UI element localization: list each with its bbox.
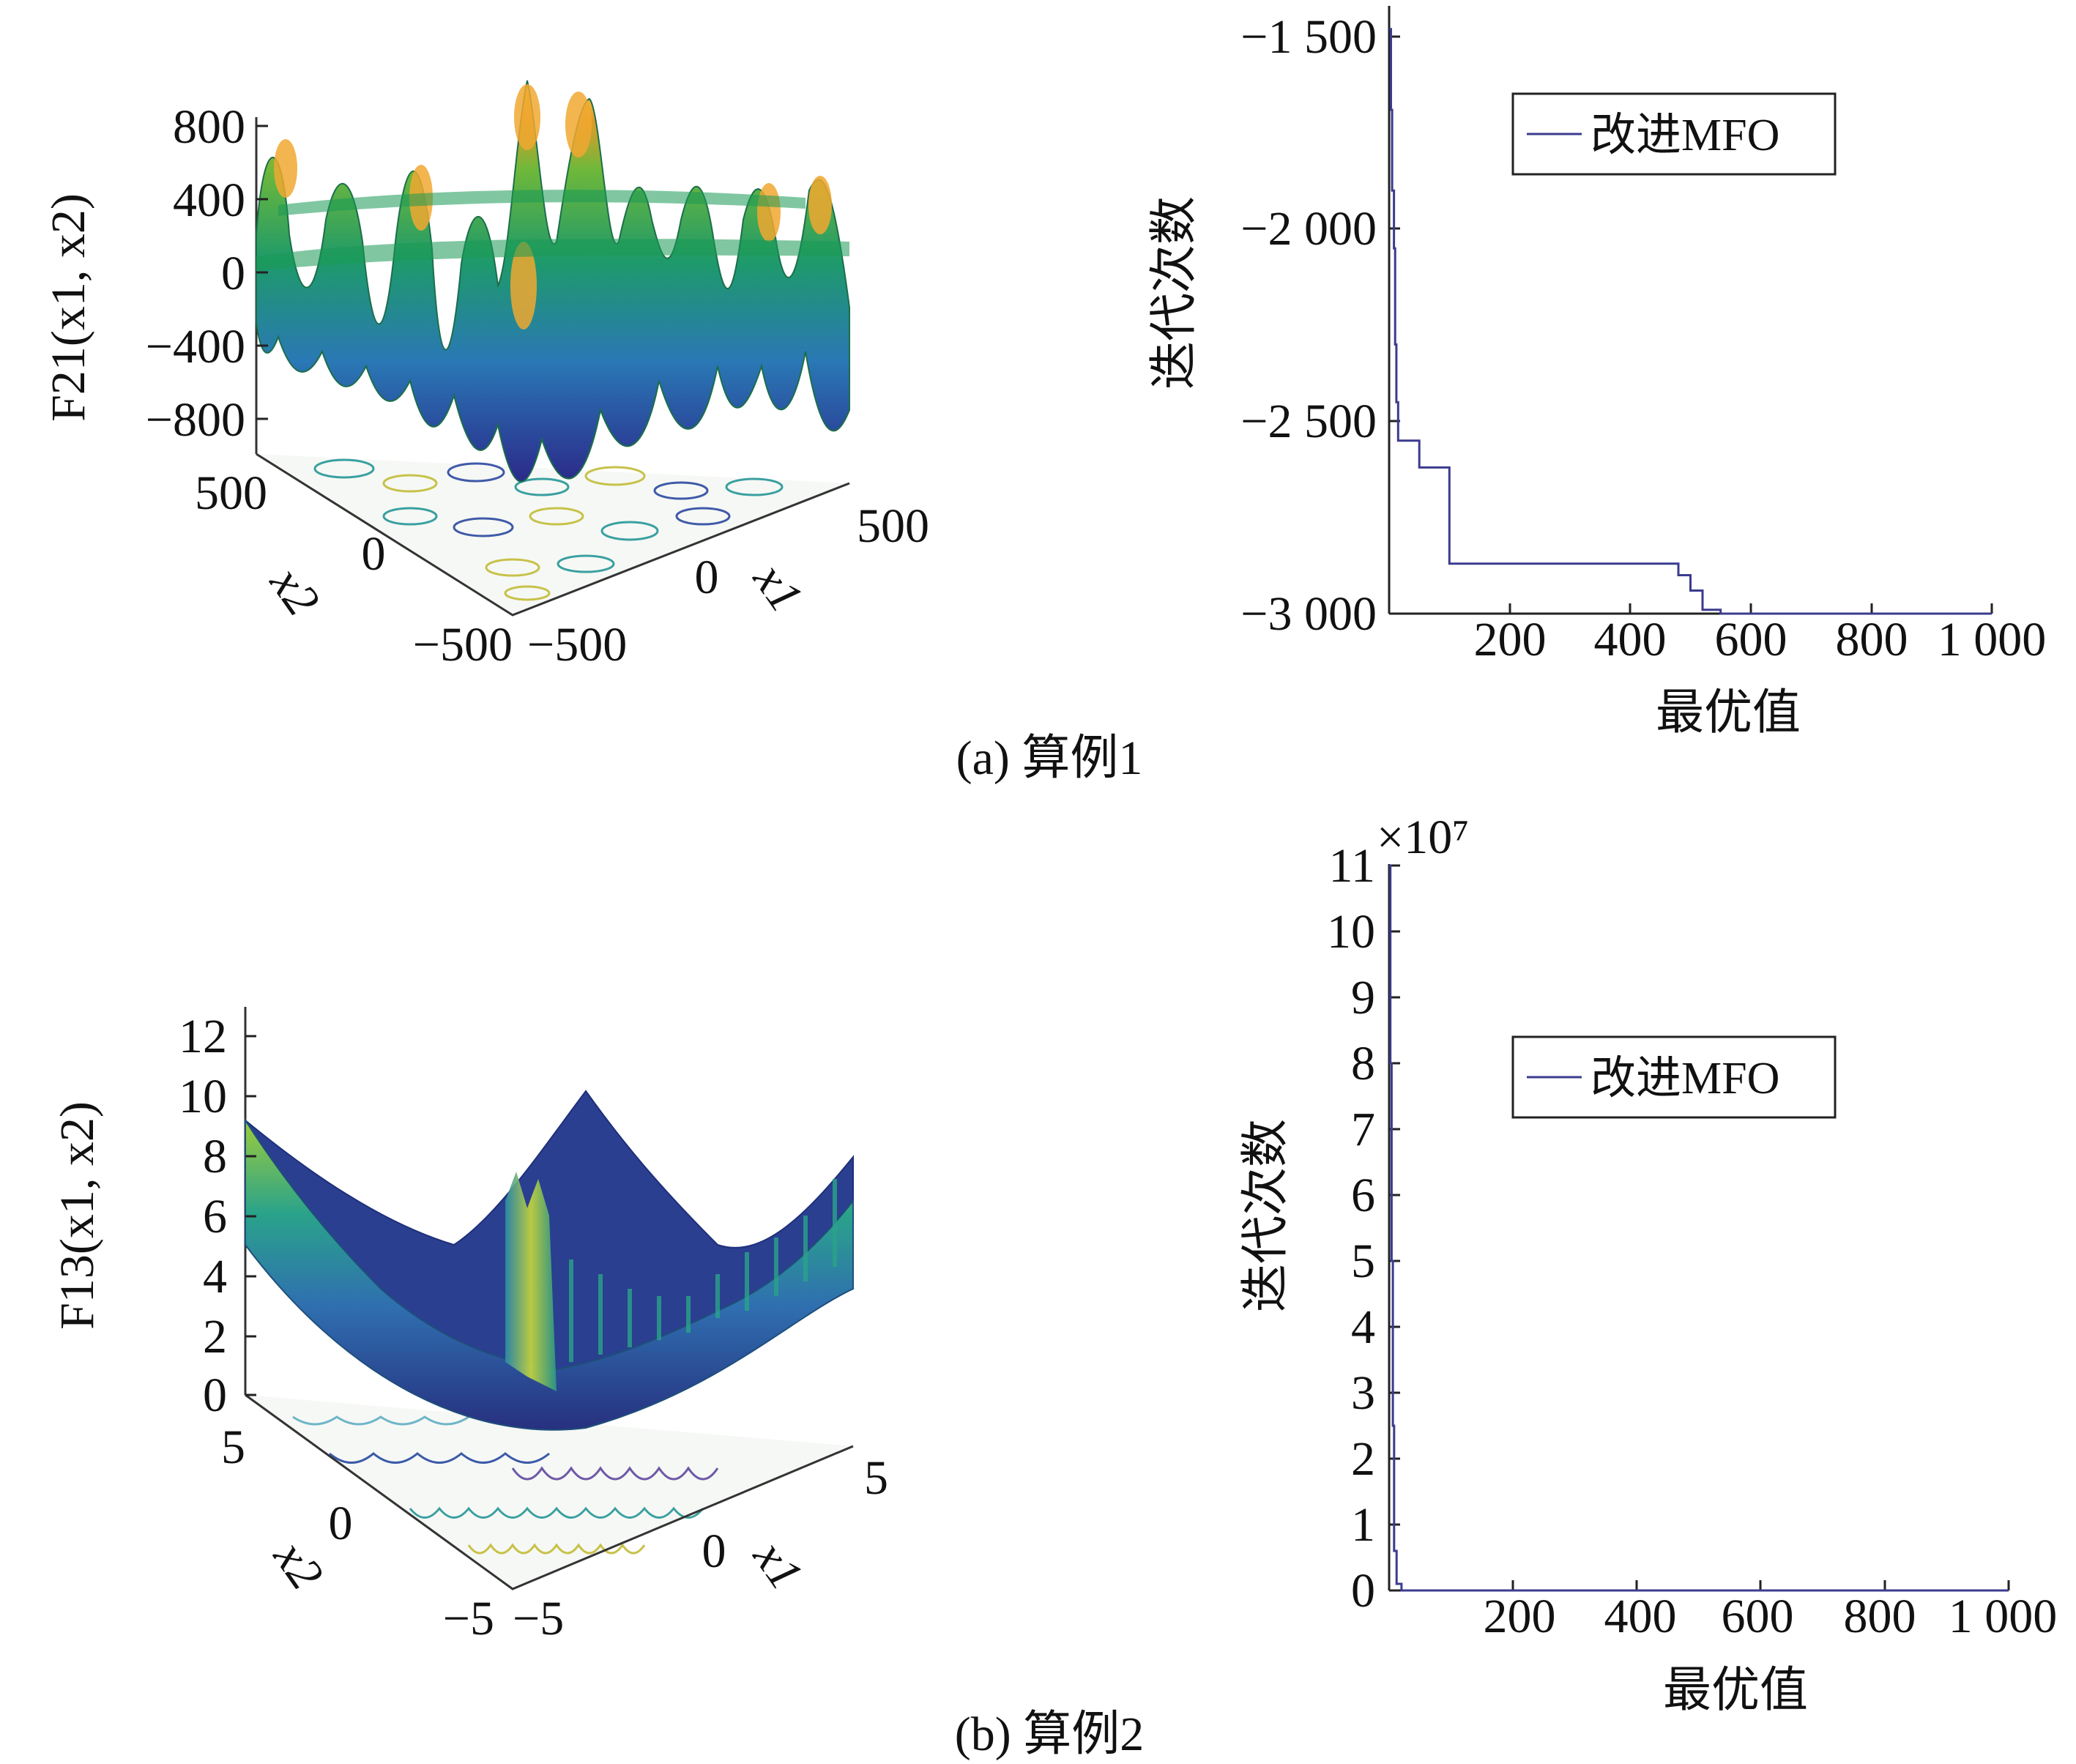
y-tick-label: 5 [1351, 1235, 1375, 1288]
z-tick-label: −800 [146, 393, 245, 447]
x2-tick-label: 500 [195, 466, 267, 520]
x2-tick-label: 0 [329, 1497, 353, 1550]
legend-label: 改进MFO [1591, 111, 1779, 160]
caption-b: (b) 算例2 [955, 1708, 1144, 1761]
y-tick-label: 11 [1328, 839, 1375, 893]
contour-floor-a [256, 454, 849, 615]
x2-tick-label: −5 [443, 1592, 494, 1645]
surface-spikes-b [569, 1179, 837, 1362]
y-tick-label: 9 [1351, 971, 1375, 1024]
x1-tick-label: −5 [513, 1592, 564, 1645]
x2-axis-label: x2 [259, 557, 330, 625]
x1-axis-label: x1 [743, 1530, 813, 1599]
z-axis-label: F13(x1, x2) [51, 1101, 104, 1330]
x-tick-label: 1 000 [1938, 613, 2047, 666]
contour-rings-a [313, 458, 784, 601]
legend-b: 改进MFO [1511, 1035, 1837, 1119]
x1-tick-label: −500 [527, 618, 627, 671]
x-axis-label: 最优值 [1656, 686, 1801, 740]
z-tick-label: 400 [173, 174, 245, 227]
x-tick-label: 1 000 [1949, 1590, 2058, 1643]
x-ticks-a: 200 400 600 800 1 000 [1474, 603, 2047, 666]
z-tick-label: 4 [203, 1250, 227, 1303]
y-tick-label: 1 [1351, 1498, 1375, 1552]
y-tick-label: 2 [1351, 1432, 1375, 1486]
legend-a: 改进MFO [1511, 92, 1837, 176]
y-tick-label: 6 [1351, 1169, 1375, 1222]
y-tick-label: 3 [1351, 1366, 1375, 1420]
z-tick-label: 8 [203, 1130, 227, 1183]
x1-axis-label: x1 [743, 553, 813, 622]
y-tick-label: 0 [1351, 1564, 1375, 1618]
y-multiplier: ×10⁷ [1377, 811, 1469, 864]
y-tick-label: 8 [1351, 1037, 1375, 1090]
y-axis-label: 迭代次数 [1147, 196, 1201, 390]
x-tick-label: 600 [1715, 613, 1787, 666]
z-tick-label: 0 [221, 247, 245, 300]
x1-tick-label: 0 [702, 1525, 726, 1578]
z-tick-label: 2 [203, 1310, 227, 1363]
surface-front-b [245, 1117, 854, 1431]
x-tick-label: 200 [1484, 1590, 1556, 1643]
x-tick-label: 600 [1722, 1590, 1794, 1643]
x1-tick-label: 500 [857, 499, 929, 553]
x-tick-label: 200 [1474, 613, 1547, 666]
z-axis-label: F21(x1, x2) [42, 193, 95, 422]
y-tick-label: −2 500 [1240, 395, 1377, 448]
x-tick-label: 400 [1594, 613, 1667, 666]
surface-a: 800 400 0 −400 −800 F21(x1, x2) 500 0 −5… [42, 80, 929, 671]
floor-edge-a [256, 453, 850, 617]
contour-floor-b [245, 1395, 853, 1589]
y-tick-label: 4 [1351, 1300, 1375, 1354]
surface-peaks-a [274, 84, 832, 330]
x2-tick-label: 5 [221, 1421, 245, 1474]
z-ticks-a: 800 400 0 −400 −800 [146, 100, 268, 447]
z-tick-label: 800 [173, 100, 245, 154]
y-tick-label: −2 000 [1240, 202, 1377, 256]
x-ticks-b: 200 400 600 800 1 000 [1484, 1580, 2058, 1643]
x-tick-label: 800 [1844, 1590, 1916, 1643]
caption-a: (a) 算例1 [956, 732, 1143, 785]
y-tick-label: −3 000 [1240, 587, 1377, 641]
z-tick-label: 6 [203, 1190, 227, 1243]
line-chart-b: ×10⁷ 11 10 9 8 7 6 5 4 3 2 1 0 [1239, 811, 2057, 1717]
series-line-improved-mfo [1389, 864, 2009, 1592]
contour-lines-b [292, 1415, 719, 1555]
z-ticks-b: 12 10 8 6 4 2 0 [179, 1010, 256, 1422]
y-ticks-b: 11 10 9 8 7 6 5 4 3 2 1 0 [1327, 839, 1400, 1618]
surface-ridge-b [505, 1172, 557, 1391]
x2-tick-label: 0 [362, 527, 386, 581]
z-tick-label: 0 [203, 1369, 227, 1422]
x2-tick-label: −500 [413, 618, 513, 671]
surface-body-a [256, 80, 850, 483]
y-axis-label: 迭代次数 [1239, 1119, 1292, 1312]
x-tick-label: 800 [1836, 613, 1908, 666]
z-tick-label: 12 [179, 1010, 227, 1063]
y-ticks-a: −1 500 −2 000 −2 500 −3 000 [1240, 10, 1400, 641]
line-chart-a: −1 500 −2 000 −2 500 −3 000 200 400 600 … [1147, 6, 2046, 740]
floor-edge-b [245, 1393, 854, 1590]
x-axis-label: 最优值 [1663, 1664, 1808, 1717]
z-tick-label: −400 [146, 320, 245, 373]
z-tick-label: 10 [179, 1070, 227, 1123]
y-tick-label: 7 [1351, 1103, 1375, 1156]
y-tick-label: 10 [1327, 905, 1375, 959]
legend-label: 改进MFO [1591, 1054, 1779, 1104]
x1-tick-label: 5 [864, 1451, 888, 1505]
surface-b: 12 10 8 6 4 2 0 F13(x1, x2) 5 0 −5 x2 −5… [51, 1007, 888, 1645]
x1-tick-label: 0 [695, 551, 719, 604]
x2-axis-label: x2 [263, 1530, 333, 1599]
series-line-improved-mfo [1389, 28, 1992, 615]
surface-bands-a [256, 190, 849, 271]
y-tick-label: −1 500 [1240, 10, 1377, 64]
x-tick-label: 400 [1604, 1590, 1677, 1643]
